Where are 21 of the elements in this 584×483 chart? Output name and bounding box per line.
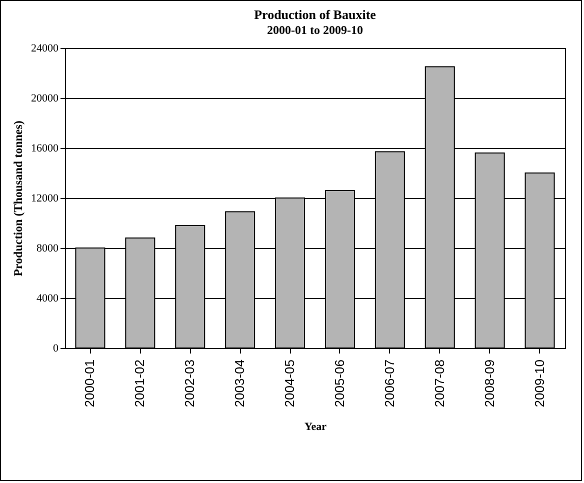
chart-subtitle: 2000-01 to 2009-10: [267, 23, 363, 37]
y-axis-title: Production (Thousand tonnes): [11, 120, 25, 276]
x-tick-label: 2002-03: [182, 360, 198, 408]
x-axis-title: Year: [304, 421, 327, 434]
x-tick-label: 2006-07: [382, 360, 397, 408]
x-tick-label: 2001-02: [132, 360, 148, 408]
chart-title: Production of Bauxite: [254, 7, 376, 22]
y-tick-label: 12000: [31, 192, 59, 204]
x-tick-label: 2000-01: [82, 360, 98, 408]
x-tick-label: 2009-10: [532, 360, 547, 408]
y-tick-label: 4000: [36, 292, 59, 304]
y-tick-label: 16000: [31, 142, 59, 154]
x-tick-label: 2004-05: [282, 360, 298, 408]
y-tick-label: 8000: [36, 242, 59, 254]
x-tick-label: 2003-04: [232, 360, 248, 408]
y-tick-label: 0: [53, 342, 59, 354]
x-tick-label: 2008-09: [482, 360, 497, 408]
y-tick-label: 20000: [31, 92, 59, 104]
x-tick-label: 2005-06: [332, 360, 347, 408]
y-tick-label: 24000: [31, 42, 59, 54]
x-tick-label: 2007-08: [432, 360, 447, 408]
